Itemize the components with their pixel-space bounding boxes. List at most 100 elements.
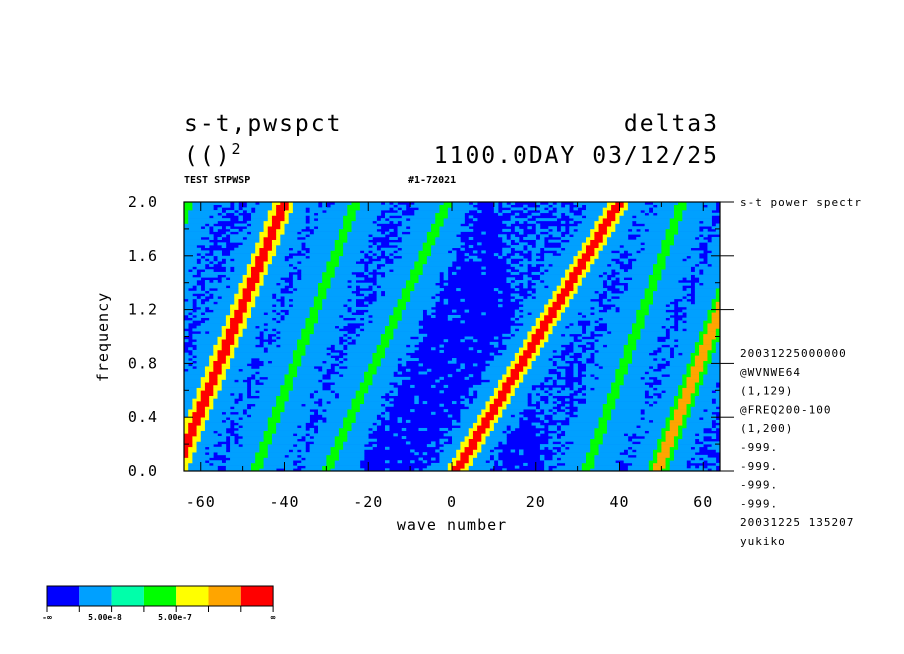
heatmap-cell bbox=[653, 290, 691, 294]
heatmap-cell bbox=[544, 331, 553, 335]
heatmap-cell bbox=[196, 441, 218, 445]
heatmap-cell bbox=[573, 401, 578, 405]
heatmap-cell bbox=[309, 314, 319, 318]
heatmap-cell bbox=[380, 360, 407, 364]
heatmap-cell bbox=[251, 392, 281, 396]
heatmap-cell bbox=[468, 441, 478, 445]
heatmap-cell bbox=[292, 277, 298, 281]
heatmap-cell bbox=[548, 309, 557, 313]
heatmap-cell bbox=[217, 392, 231, 396]
heatmap-cell bbox=[598, 419, 608, 423]
heatmap-cell bbox=[699, 390, 712, 394]
heatmap-cell bbox=[221, 277, 227, 281]
heatmap-cell bbox=[657, 255, 666, 259]
heatmap-cell bbox=[527, 363, 532, 367]
heatmap-cell bbox=[330, 285, 348, 289]
heatmap-cell bbox=[606, 226, 616, 230]
heatmap-cell bbox=[204, 255, 214, 259]
heatmap-cell bbox=[246, 202, 256, 205]
heatmap-cell bbox=[527, 234, 537, 238]
heatmap-cell bbox=[385, 215, 390, 219]
heatmap-cell bbox=[452, 202, 470, 205]
heatmap-cell bbox=[548, 390, 557, 394]
heatmap-cell bbox=[259, 247, 273, 251]
heatmap-cell bbox=[410, 204, 440, 208]
heatmap-cell bbox=[556, 202, 562, 205]
heatmap-cell bbox=[673, 401, 679, 405]
heatmap-cell bbox=[703, 323, 708, 327]
heatmap-cell bbox=[569, 352, 574, 356]
heatmap-cell bbox=[686, 368, 691, 372]
heatmap-cell bbox=[200, 417, 210, 421]
heatmap-cell bbox=[192, 406, 197, 410]
heatmap-cell bbox=[330, 446, 344, 450]
heatmap-cell bbox=[468, 387, 495, 391]
side-info-line: -999. bbox=[740, 479, 778, 492]
heatmap-cell bbox=[560, 304, 570, 308]
heatmap-cell bbox=[502, 204, 511, 208]
heatmap-cell bbox=[204, 422, 231, 426]
heatmap-cell bbox=[401, 317, 423, 321]
heatmap-cell bbox=[485, 360, 511, 364]
heatmap-cell bbox=[632, 266, 654, 270]
heatmap-cell bbox=[242, 320, 248, 324]
heatmap-cell bbox=[439, 438, 449, 442]
heatmap-cell bbox=[544, 314, 557, 318]
heatmap-cell bbox=[560, 253, 578, 257]
heatmap-cell bbox=[393, 333, 428, 337]
heatmap-cell bbox=[385, 274, 411, 278]
heatmap-cell bbox=[242, 331, 260, 335]
heatmap-cell bbox=[418, 457, 423, 461]
heatmap-cell bbox=[602, 438, 629, 442]
heatmap-cell bbox=[711, 436, 717, 440]
heatmap-cell bbox=[355, 339, 382, 343]
heatmap-cell bbox=[602, 366, 620, 370]
heatmap-cell bbox=[514, 390, 545, 394]
heatmap-cell bbox=[502, 376, 507, 380]
heatmap-cell bbox=[343, 425, 352, 429]
heatmap-cell bbox=[565, 444, 591, 448]
heatmap-cell bbox=[259, 239, 264, 243]
heatmap-cell bbox=[523, 352, 532, 356]
heatmap-cell bbox=[581, 379, 616, 383]
heatmap-cell bbox=[560, 245, 583, 249]
heatmap-cell bbox=[389, 339, 423, 343]
heatmap-cell bbox=[699, 376, 704, 380]
heatmap-cell bbox=[586, 266, 591, 270]
heatmap-cell bbox=[301, 360, 323, 364]
heatmap-cell bbox=[669, 220, 679, 224]
heatmap-cell bbox=[213, 462, 252, 466]
heatmap-cell bbox=[276, 317, 281, 321]
heatmap-cell bbox=[251, 255, 256, 259]
heatmap-cell bbox=[644, 325, 662, 329]
heatmap-cell bbox=[539, 341, 545, 345]
heatmap-cell bbox=[699, 344, 712, 348]
heatmap-cell bbox=[569, 419, 599, 423]
heatmap-cell bbox=[330, 277, 365, 281]
heatmap-cell bbox=[276, 234, 281, 238]
heatmap-cell bbox=[225, 328, 239, 332]
heatmap-cell bbox=[263, 245, 273, 249]
heatmap-cell bbox=[364, 379, 373, 383]
heatmap-cell bbox=[632, 358, 654, 362]
heatmap-cell bbox=[217, 379, 222, 383]
heatmap-cell bbox=[234, 352, 294, 356]
heatmap-cell bbox=[539, 457, 545, 461]
heatmap-cell bbox=[552, 387, 562, 391]
heatmap-cell bbox=[184, 441, 193, 445]
heatmap-cell bbox=[397, 298, 411, 302]
heatmap-cell bbox=[460, 363, 465, 367]
heatmap-cell bbox=[200, 433, 218, 437]
heatmap-cell bbox=[665, 231, 679, 235]
heatmap-cell bbox=[539, 347, 566, 351]
heatmap-cell bbox=[184, 266, 193, 270]
heatmap-cell bbox=[527, 371, 549, 375]
heatmap-cell bbox=[602, 236, 608, 240]
heatmap-cell bbox=[468, 236, 474, 240]
heatmap-cell bbox=[209, 409, 243, 413]
heatmap-cell bbox=[523, 341, 528, 345]
heatmap-cell bbox=[611, 409, 641, 413]
heatmap-cell bbox=[514, 320, 537, 324]
heatmap-cell bbox=[527, 358, 537, 362]
heatmap-cell bbox=[560, 446, 566, 450]
